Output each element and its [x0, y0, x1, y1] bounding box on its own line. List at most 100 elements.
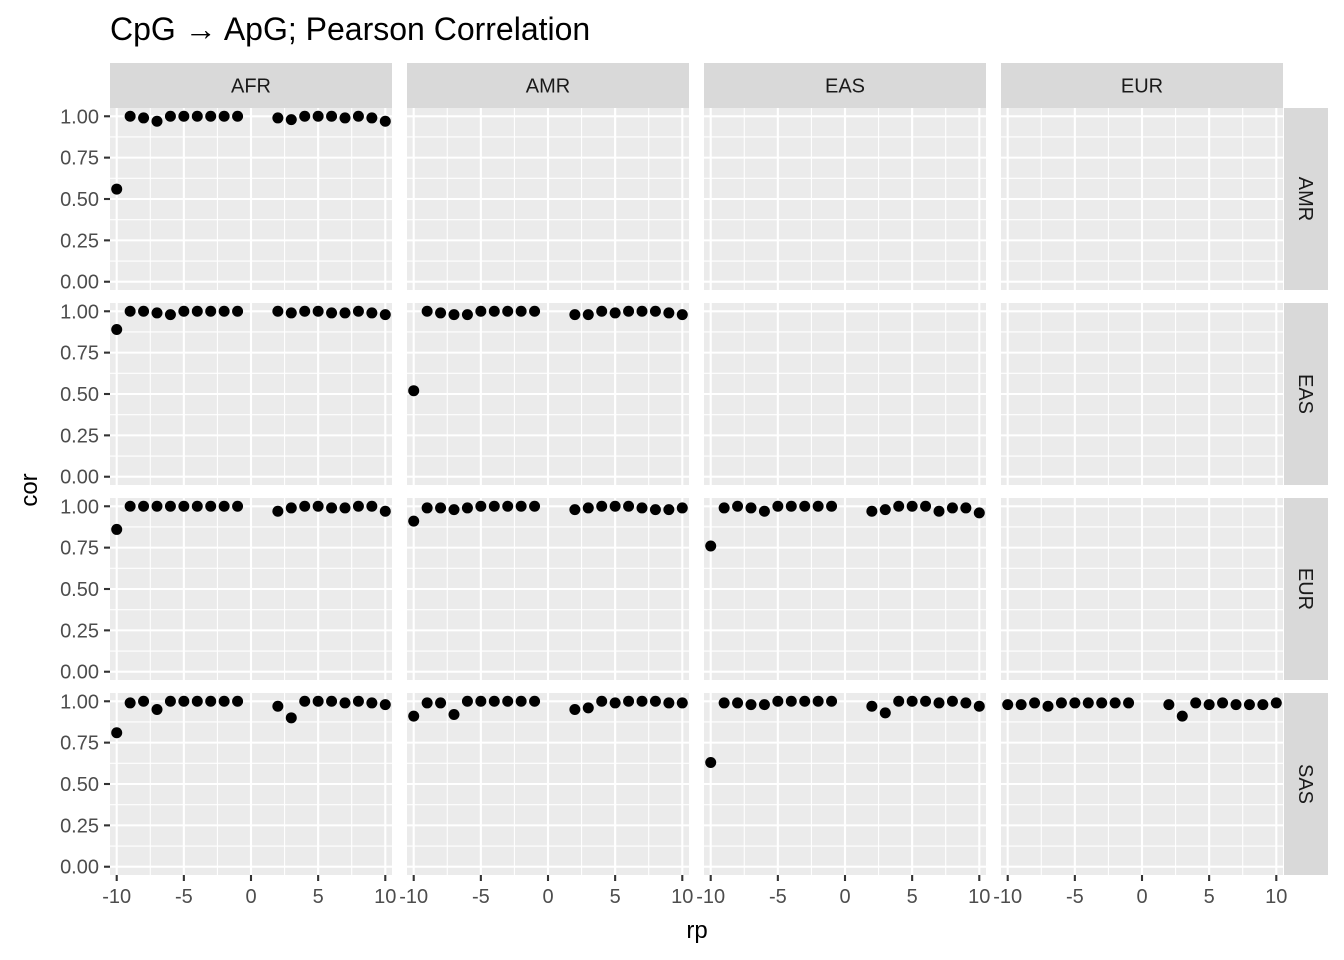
data-point [799, 500, 811, 512]
data-point [312, 500, 324, 512]
data-point [812, 500, 824, 512]
data-point [866, 505, 878, 517]
y-tick-label: 0.00 [60, 857, 99, 879]
y-tick-label: 0.50 [60, 384, 99, 406]
x-tick-label: -5 [769, 886, 787, 908]
facet-panel-sas-afr [110, 693, 392, 875]
data-point [272, 505, 284, 517]
data-point [138, 305, 150, 317]
data-point [1176, 710, 1188, 722]
y-tick-label: 0.25 [60, 230, 99, 252]
data-point [232, 500, 244, 512]
data-point [812, 695, 824, 707]
data-point [636, 695, 648, 707]
y-tick-label: 0.25 [60, 620, 99, 642]
facet-panel-eas-amr [407, 303, 689, 485]
data-point [582, 702, 594, 714]
data-point [326, 307, 338, 319]
data-point [339, 112, 351, 124]
data-point [352, 695, 364, 707]
x-tick-label: 10 [374, 886, 396, 908]
data-point [1217, 697, 1229, 709]
data-point [785, 500, 797, 512]
data-point [366, 112, 378, 124]
y-tick-label: 0.00 [60, 272, 99, 294]
x-tick-label: 0 [839, 886, 850, 908]
data-point [649, 695, 661, 707]
data-point [191, 110, 203, 122]
data-point [649, 305, 661, 317]
facet-strip-right [1284, 303, 1328, 485]
data-point [676, 502, 688, 514]
data-point [879, 504, 891, 516]
data-point [718, 697, 730, 709]
data-point [151, 500, 163, 512]
y-tick-label: 0.75 [60, 343, 99, 365]
data-point [596, 500, 608, 512]
data-point [178, 305, 190, 317]
data-point [339, 697, 351, 709]
data-point [623, 500, 635, 512]
data-point [379, 505, 391, 517]
data-point [636, 502, 648, 514]
data-point [461, 695, 473, 707]
data-point [138, 112, 150, 124]
data-point [151, 307, 163, 319]
data-point [218, 110, 230, 122]
x-tick-label: 5 [907, 886, 918, 908]
facet-strip-right [1284, 108, 1328, 290]
data-point [178, 500, 190, 512]
data-point [920, 500, 932, 512]
data-point [379, 699, 391, 711]
y-tick-label: 0.00 [60, 662, 99, 684]
data-point [138, 500, 150, 512]
data-point [124, 305, 136, 317]
x-tick-label: -5 [175, 886, 193, 908]
data-point [151, 115, 163, 127]
data-point [339, 307, 351, 319]
facet-panel-eas-eas [704, 303, 986, 485]
data-point [772, 500, 784, 512]
data-point [421, 502, 433, 514]
data-point [502, 500, 514, 512]
data-point [111, 183, 123, 195]
data-point [232, 110, 244, 122]
data-point [718, 502, 730, 514]
y-tick-label: 0.75 [60, 148, 99, 170]
data-point [205, 305, 217, 317]
data-point [502, 695, 514, 707]
data-point [488, 500, 500, 512]
data-point [866, 700, 878, 712]
data-point [326, 502, 338, 514]
data-point [1042, 700, 1054, 712]
data-point [1123, 697, 1135, 709]
data-point [663, 504, 675, 516]
facet-panel-sas-eas [704, 693, 986, 875]
data-point [448, 309, 460, 321]
data-point [569, 704, 581, 716]
data-point [285, 712, 297, 724]
data-point [732, 697, 744, 709]
y-tick-label: 0.25 [60, 815, 99, 837]
data-point [299, 110, 311, 122]
facet-panels: AFR AMR EAS EUR AMR EAS EUR SAS 0.00 0.25 0.50 0.75… [60, 63, 1328, 908]
data-point [299, 500, 311, 512]
facet-strip-right [1284, 693, 1328, 875]
data-point [475, 500, 487, 512]
data-point [326, 695, 338, 707]
x-tick-label: -10 [102, 886, 131, 908]
y-tick-label: 0.00 [60, 467, 99, 489]
data-point [973, 700, 985, 712]
data-point [461, 502, 473, 514]
data-point [326, 110, 338, 122]
data-point [366, 500, 378, 512]
y-tick-label: 1.00 [60, 691, 99, 713]
data-point [218, 305, 230, 317]
data-point [785, 695, 797, 707]
y-tick-label: 1.00 [60, 106, 99, 128]
data-point [1069, 697, 1081, 709]
data-point [893, 695, 905, 707]
y-tick-label: 0.25 [60, 425, 99, 447]
data-point [488, 305, 500, 317]
data-point [272, 112, 284, 124]
